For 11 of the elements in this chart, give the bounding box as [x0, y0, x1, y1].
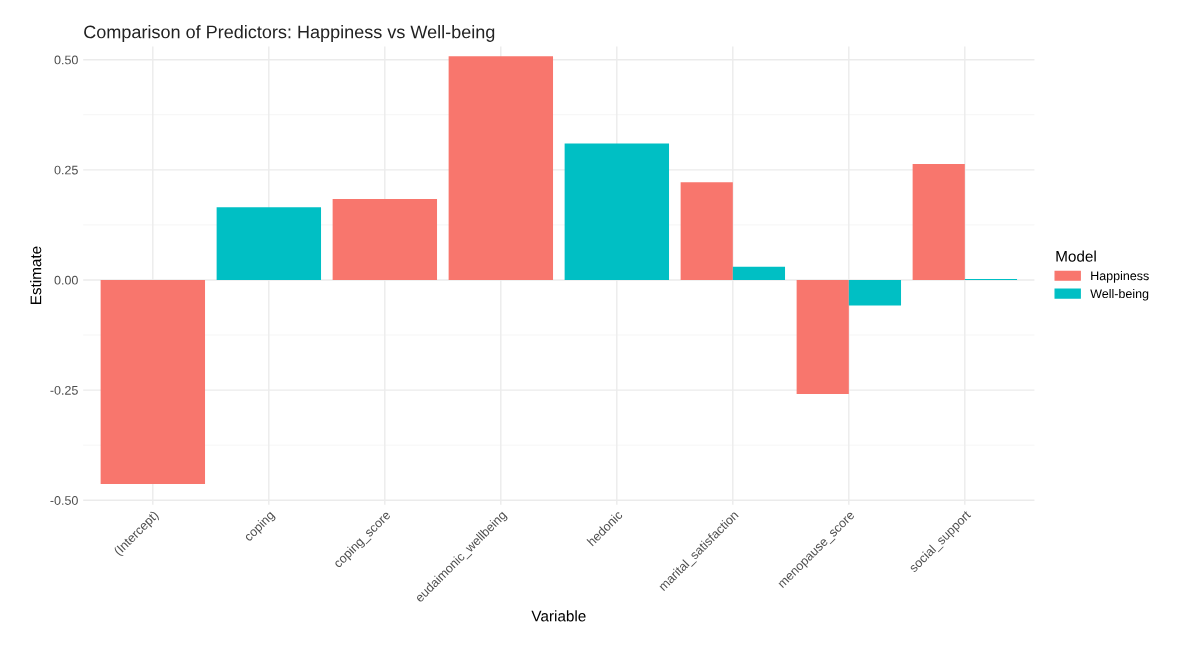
legend-label: Happiness [1091, 271, 1149, 283]
x-axis-title: Variable [531, 610, 586, 622]
y-tick-label: 0.25 [54, 165, 78, 175]
legend-label: Well-being [1090, 288, 1149, 301]
legend-title: Model [1056, 250, 1096, 262]
y-tick-label: 0.50 [54, 55, 78, 65]
chart-title: Comparison of Predictors: Happiness vs Well-being [84, 25, 495, 42]
y-tick-label: -0.50 [50, 496, 78, 505]
y-tick-label: 0.00 [54, 275, 78, 285]
y-axis-title: Estimate [30, 246, 42, 305]
y-tick-label: -0.25 [50, 385, 78, 395]
